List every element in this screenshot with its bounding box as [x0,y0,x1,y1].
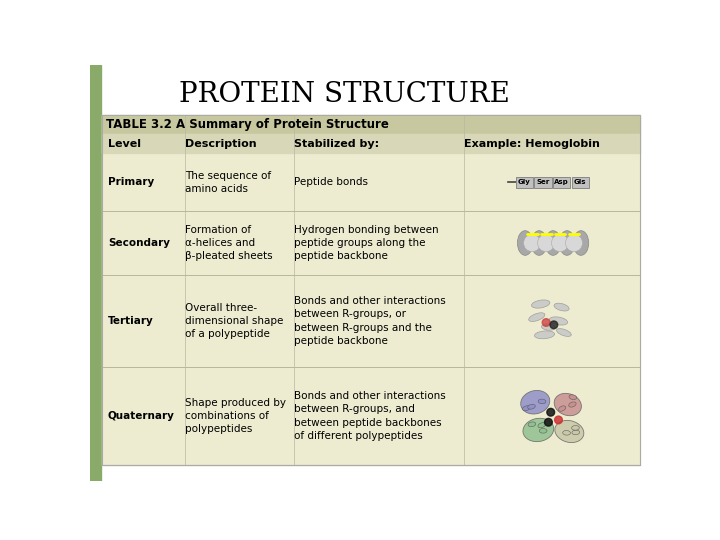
Ellipse shape [538,423,545,428]
Ellipse shape [559,231,575,255]
Ellipse shape [565,234,582,252]
Ellipse shape [555,421,584,443]
Circle shape [544,418,552,426]
Ellipse shape [569,395,577,400]
Ellipse shape [528,404,535,409]
Circle shape [550,321,558,329]
Ellipse shape [523,234,541,252]
Text: TABLE 3.2 A Summary of Protein Structure: TABLE 3.2 A Summary of Protein Structure [107,118,389,131]
Circle shape [547,408,554,416]
Bar [102,115,640,465]
Ellipse shape [572,430,580,435]
Text: Description: Description [185,139,257,148]
FancyBboxPatch shape [516,177,533,187]
Bar [90,65,101,481]
Ellipse shape [569,402,576,407]
Ellipse shape [572,426,580,430]
Ellipse shape [538,399,546,404]
Ellipse shape [531,300,550,308]
Ellipse shape [573,231,589,255]
Text: The sequence of
amino acids: The sequence of amino acids [185,171,271,194]
FancyBboxPatch shape [534,177,552,187]
Ellipse shape [541,324,555,330]
Text: Quaternary: Quaternary [108,411,175,421]
Text: Gls: Gls [574,179,586,185]
Circle shape [554,416,562,424]
Bar [102,134,640,153]
Text: Formation of
α-helices and
β-pleated sheets: Formation of α-helices and β-pleated she… [185,225,273,261]
Ellipse shape [534,331,554,339]
Ellipse shape [549,317,567,325]
Circle shape [542,319,550,326]
Ellipse shape [523,406,530,411]
Bar [102,115,640,134]
Ellipse shape [528,313,545,321]
Ellipse shape [539,429,547,433]
Ellipse shape [523,418,554,442]
Text: Gly: Gly [518,179,531,185]
Text: Primary: Primary [108,177,154,187]
Text: Level: Level [108,139,141,148]
Ellipse shape [559,406,566,411]
Text: Ser: Ser [536,179,549,185]
FancyBboxPatch shape [572,177,589,187]
Bar [102,115,640,465]
Ellipse shape [518,231,533,255]
Text: Shape produced by
combinations of
polypeptides: Shape produced by combinations of polype… [185,398,287,434]
Ellipse shape [545,231,561,255]
FancyBboxPatch shape [553,177,570,187]
Ellipse shape [563,430,570,435]
Ellipse shape [521,390,550,414]
Text: Tertiary: Tertiary [108,316,153,326]
Ellipse shape [552,234,569,252]
Text: PROTEIN STRUCTURE: PROTEIN STRUCTURE [179,80,510,107]
Ellipse shape [554,303,569,311]
Text: Bonds and other interactions
between R-groups, or
between R-groups and the
pepti: Bonds and other interactions between R-g… [294,296,446,346]
Text: Hydrogen bonding between
peptide groups along the
peptide backbone: Hydrogen bonding between peptide groups … [294,225,438,261]
Ellipse shape [531,231,547,255]
Ellipse shape [557,329,571,336]
Ellipse shape [538,234,554,252]
Text: Example: Hemoglobin: Example: Hemoglobin [464,139,600,148]
Ellipse shape [528,422,536,427]
Text: Asp: Asp [554,179,569,185]
Text: Bonds and other interactions
between R-groups, and
between peptide backbones
of : Bonds and other interactions between R-g… [294,392,446,441]
Text: Secondary: Secondary [108,238,170,248]
Ellipse shape [554,393,582,416]
Text: Stabilized by:: Stabilized by: [294,139,379,148]
Text: Peptide bonds: Peptide bonds [294,177,368,187]
Text: Overall three-
dimensional shape
of a polypeptide: Overall three- dimensional shape of a po… [185,303,284,339]
